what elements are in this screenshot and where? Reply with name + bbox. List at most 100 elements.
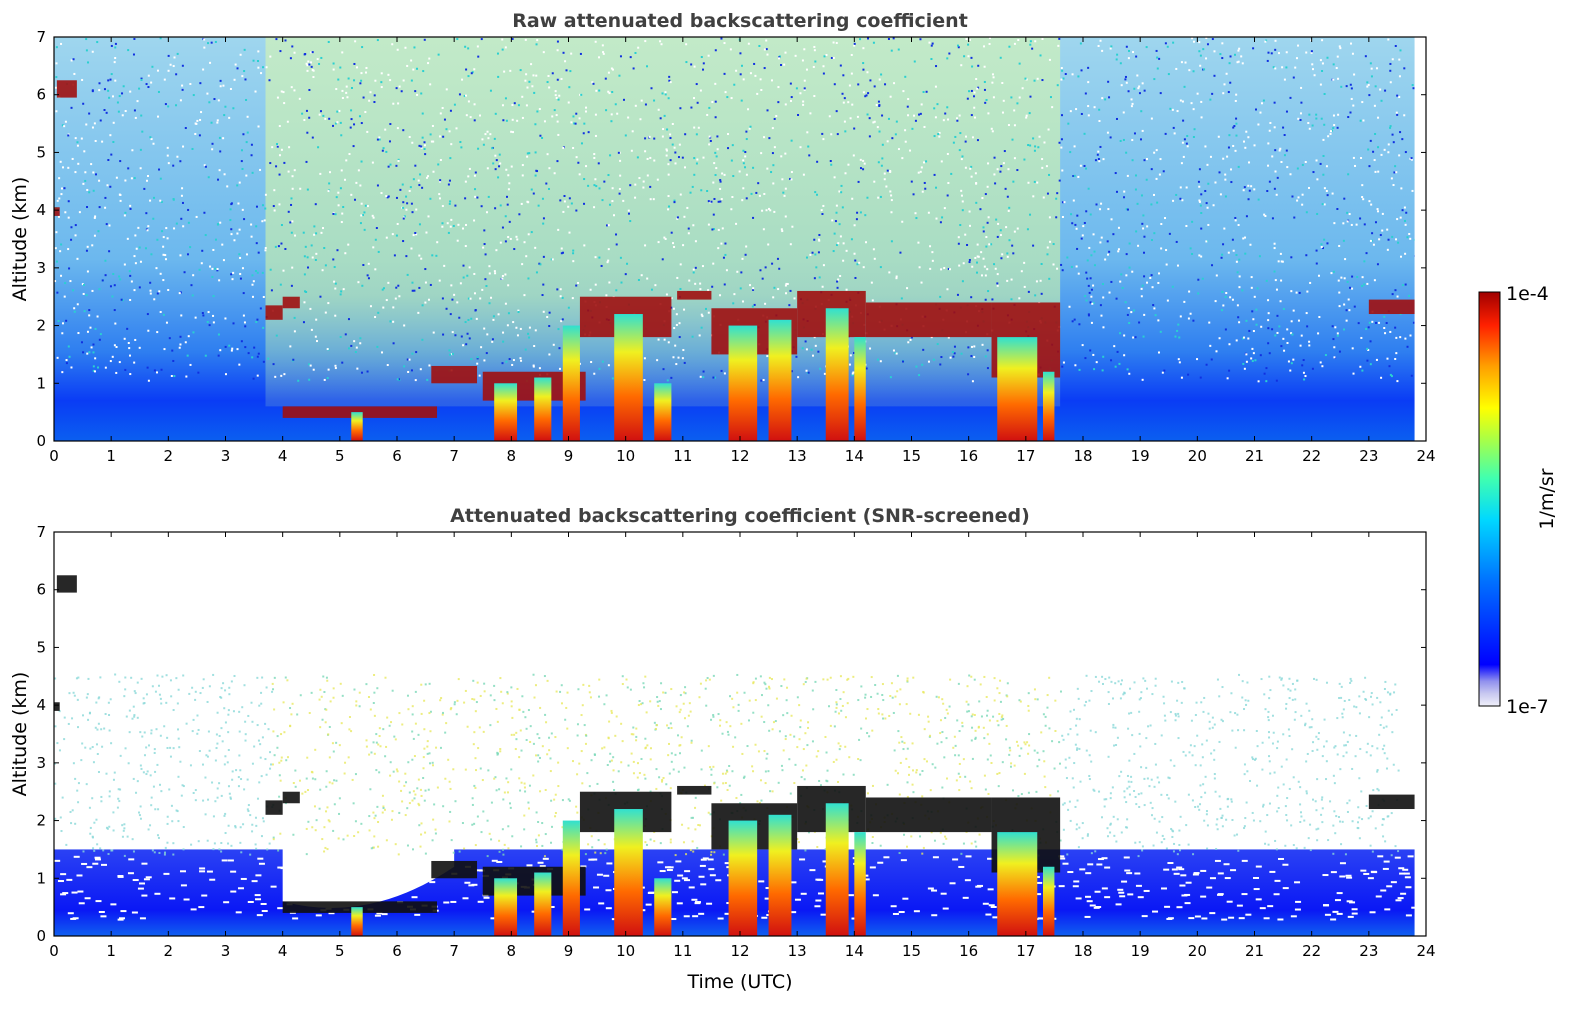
noise-speck xyxy=(974,256,977,259)
noise-speck xyxy=(524,38,527,41)
screened-speck xyxy=(560,702,563,705)
screened-speck xyxy=(1048,727,1051,730)
noise-speck xyxy=(756,92,759,95)
screened-speck xyxy=(1267,710,1270,713)
noise-speck xyxy=(103,109,106,112)
noise-speck xyxy=(1100,314,1103,317)
noise-speck xyxy=(469,116,472,119)
noise-speck xyxy=(1225,292,1228,295)
screened-speck xyxy=(1231,818,1234,821)
noise-speck xyxy=(1211,38,1214,41)
noise-speck xyxy=(1308,113,1311,116)
noise-speck xyxy=(1258,255,1261,258)
noise-speck xyxy=(1191,220,1194,223)
noise-speck xyxy=(348,153,351,156)
screened-speck xyxy=(1358,816,1361,819)
noise-speck xyxy=(118,275,121,278)
noise-speck xyxy=(360,214,363,217)
noise-speck xyxy=(1321,70,1324,73)
screened-speck xyxy=(1260,678,1263,681)
noise-speck xyxy=(967,43,970,46)
noise-speck xyxy=(799,92,802,95)
noise-speck xyxy=(465,343,468,346)
noise-speck xyxy=(608,281,611,284)
noise-speck xyxy=(212,321,215,324)
noise-speck xyxy=(1034,40,1037,43)
noise-speck xyxy=(1087,284,1090,287)
noise-speck xyxy=(78,211,81,214)
noise-speck xyxy=(674,162,677,165)
noise-speck xyxy=(1268,129,1271,132)
noise-speck xyxy=(949,356,952,359)
noise-speck xyxy=(1245,360,1248,363)
noise-speck xyxy=(763,136,766,139)
noise-speck xyxy=(606,261,609,264)
noise-speck xyxy=(149,289,152,292)
noise-speck xyxy=(691,335,694,338)
noise-speck xyxy=(818,239,821,242)
noise-speck xyxy=(167,289,170,292)
screened-speck xyxy=(365,745,368,748)
noise-speck xyxy=(389,320,392,323)
screened-speck xyxy=(603,746,606,749)
x-tick-label: 23 xyxy=(1359,447,1378,465)
noise-speck xyxy=(93,216,96,219)
screened-speck xyxy=(339,682,342,685)
screened-speck xyxy=(1158,820,1161,823)
noise-speck xyxy=(328,182,331,185)
noise-speck xyxy=(93,122,96,125)
noise-speck xyxy=(257,50,260,53)
noise-speck xyxy=(1378,238,1381,241)
noise-speck xyxy=(946,288,949,291)
noise-speck xyxy=(917,171,920,174)
noise-speck xyxy=(1197,180,1200,183)
screened-speck xyxy=(1126,818,1129,821)
noise-speck xyxy=(644,150,647,153)
screened-speck xyxy=(92,761,95,764)
noise-speck xyxy=(646,277,649,280)
noise-speck xyxy=(1331,192,1334,195)
noise-speck xyxy=(427,298,430,301)
noise-speck xyxy=(1070,213,1073,216)
noise-speck xyxy=(722,256,725,259)
noise-speck xyxy=(716,135,719,138)
screened-speck xyxy=(961,725,964,728)
screened-speck xyxy=(323,850,326,853)
noise-speck xyxy=(956,293,959,296)
screened-speck xyxy=(1142,677,1145,680)
screened-speck xyxy=(754,699,757,702)
screened-speck xyxy=(1128,712,1131,715)
noise-speck xyxy=(1098,108,1101,111)
noise-speck xyxy=(1176,264,1179,267)
screened-speck xyxy=(1109,792,1112,795)
noise-speck xyxy=(72,289,75,292)
screened-speck xyxy=(199,692,202,695)
noise-speck xyxy=(239,256,242,259)
screened-speck xyxy=(431,839,434,842)
noise-speck xyxy=(67,216,70,219)
noise-speck xyxy=(461,227,464,230)
screened-speck xyxy=(736,691,739,694)
screened-speck xyxy=(411,799,414,802)
screened-speck xyxy=(133,714,136,717)
screened-speck xyxy=(82,714,85,717)
screened-speck xyxy=(783,678,786,681)
noise-speck xyxy=(793,297,796,300)
noise-speck xyxy=(309,364,312,367)
noise-speck xyxy=(427,62,430,65)
noise-speck xyxy=(634,51,637,54)
screened-speck xyxy=(644,747,647,750)
noise-speck xyxy=(1069,110,1072,113)
noise-speck xyxy=(744,155,747,158)
noise-speck xyxy=(1192,108,1195,111)
noise-speck xyxy=(683,361,686,364)
noise-speck xyxy=(1257,380,1260,383)
noise-speck xyxy=(575,156,578,159)
noise-speck xyxy=(247,352,250,355)
screened-speck xyxy=(537,834,540,837)
noise-speck xyxy=(137,226,140,229)
noise-speck xyxy=(1330,130,1333,133)
screened-speck xyxy=(96,843,99,846)
noise-speck xyxy=(109,78,112,81)
noise-speck xyxy=(667,195,670,198)
